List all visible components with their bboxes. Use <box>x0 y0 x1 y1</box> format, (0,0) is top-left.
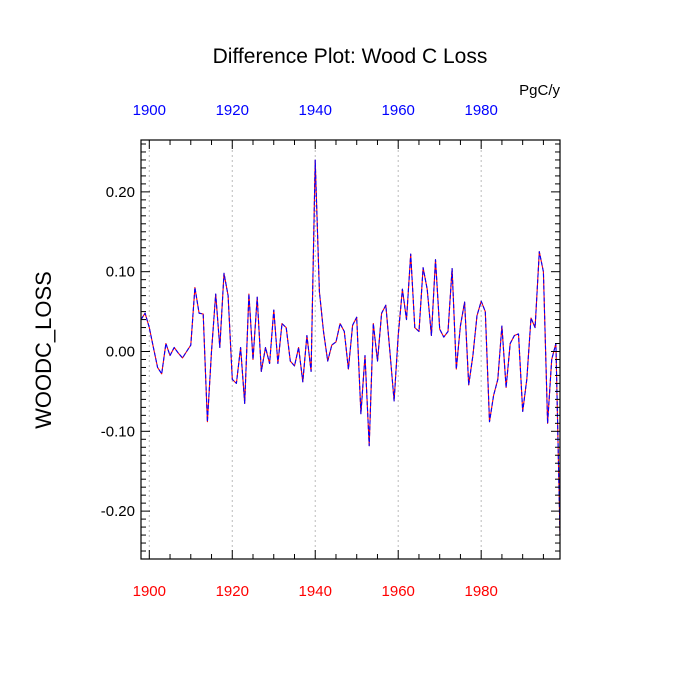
y-tick-label-3: 0.10 <box>106 264 135 281</box>
y-tick-label-1: -0.10 <box>101 423 135 440</box>
x-tick-label-top-1980: 1980 <box>464 102 497 119</box>
series-lines <box>140 159 561 536</box>
x-tick-label-bottom-1900: 1900 <box>133 583 166 600</box>
x-tick-label-top-1960: 1960 <box>382 102 415 119</box>
units-label: PgC/y <box>519 82 560 99</box>
chart-title: Difference Plot: Wood C Loss <box>213 45 488 68</box>
y-axis-label: WOODC_LOSS <box>31 271 56 429</box>
y-tick-label-4: 0.20 <box>106 184 135 201</box>
x-tick-labels-bottom: 1900 1920 1940 1960 1980 <box>133 583 498 600</box>
y-tick-labels: -0.20 -0.10 0.00 0.10 0.20 <box>101 184 135 520</box>
y-tick-label-2: 0.00 <box>106 343 135 360</box>
x-tick-label-bottom-1960: 1960 <box>382 583 415 600</box>
x-tick-label-top-1900: 1900 <box>133 102 166 119</box>
y-tick-label-0: -0.20 <box>101 503 135 520</box>
axis-ticks <box>141 140 560 559</box>
x-tick-label-bottom-1940: 1940 <box>299 583 332 600</box>
series-line-blue-0 <box>140 159 561 536</box>
plot-frame <box>140 139 561 560</box>
x-tick-label-top-1920: 1920 <box>216 102 249 119</box>
x-tick-label-top-1940: 1940 <box>299 102 332 119</box>
x-tick-label-bottom-1920: 1920 <box>216 583 249 600</box>
grid-lines <box>148 140 482 559</box>
x-tick-labels-top: 1900 1920 1940 1960 1980 <box>133 102 498 119</box>
x-tick-label-bottom-1980: 1980 <box>464 583 497 600</box>
